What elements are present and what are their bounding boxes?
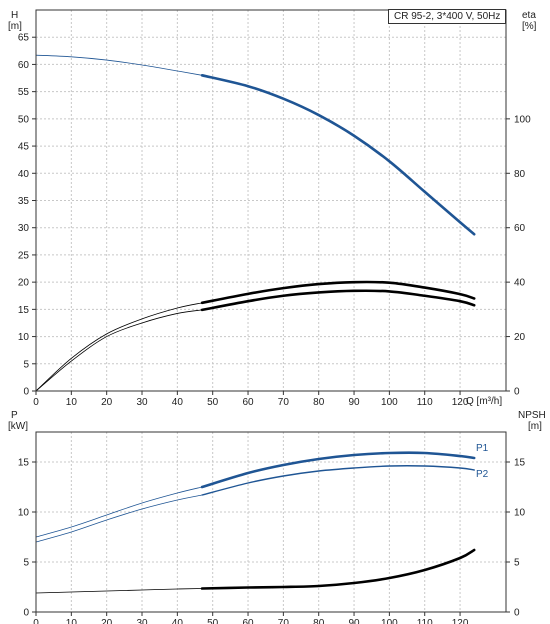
bottom-right-axis-label: NPSH — [518, 410, 546, 421]
curve-h — [200, 74, 476, 236]
left-tick-label: 20 — [18, 278, 30, 289]
curves — [35, 54, 476, 594]
x-tick-label: 110 — [417, 397, 433, 408]
x-tick-label: 90 — [348, 618, 360, 624]
right-tick-label: 10 — [514, 508, 526, 519]
left-tick-label: 5 — [23, 359, 29, 370]
right-tick-label: 0 — [514, 387, 520, 398]
series-label-p2: P2 — [476, 469, 489, 480]
bottom-left-axis-unit: [kW] — [8, 421, 28, 432]
x-tick-label: 20 — [101, 397, 113, 408]
curve-h — [35, 54, 203, 76]
curve-p2 — [35, 494, 203, 543]
right-tick-label: 20 — [514, 332, 526, 343]
x-tick-label: 10 — [66, 618, 78, 624]
bottom-left-axis-label: P — [11, 410, 18, 421]
x-tick-label: 30 — [136, 397, 148, 408]
right-tick-label: 15 — [514, 458, 526, 469]
top-panel-frame — [35, 9, 507, 392]
right-tick-label: 100 — [514, 114, 531, 125]
x-axis-label: Q [m³/h] — [466, 396, 503, 407]
left-tick-label: 60 — [18, 60, 30, 71]
curve-eta-2 — [35, 309, 203, 392]
series-label-p1: P1 — [476, 443, 489, 454]
x-tick-label: 40 — [172, 397, 184, 408]
right-tick-label: 80 — [514, 169, 526, 180]
x-tick-label: 100 — [381, 397, 398, 408]
x-tick-label: 120 — [452, 397, 469, 408]
curve-npsh — [35, 588, 203, 594]
bottom-panel-frame — [35, 431, 507, 613]
x-tick-label: 70 — [278, 397, 290, 408]
x-tick-label: 100 — [381, 618, 398, 624]
left-tick-label: 0 — [23, 387, 29, 398]
left-tick-label: 35 — [18, 196, 30, 207]
top-panel-grid — [32, 10, 510, 395]
curve-eta-1 — [35, 302, 203, 392]
x-tick-label: 0 — [33, 397, 39, 408]
left-tick-label: 40 — [18, 169, 30, 180]
left-tick-label: 50 — [18, 114, 30, 125]
curve-p2 — [201, 465, 475, 496]
x-tick-label: 30 — [136, 618, 148, 624]
x-tick-label: 80 — [313, 618, 325, 624]
left-tick-label: 15 — [18, 458, 30, 469]
x-tick-label: 70 — [278, 618, 290, 624]
curve-eta-2 — [200, 289, 476, 312]
x-tick-label: 90 — [348, 397, 360, 408]
left-tick-label: 15 — [18, 305, 30, 316]
left-tick-label: 55 — [18, 87, 30, 98]
chart-title: CR 95-2, 3*400 V, 50Hz — [388, 9, 507, 24]
right-tick-label: 0 — [514, 608, 520, 619]
x-tick-label: 120 — [452, 618, 469, 624]
curve-p1 — [35, 486, 203, 538]
curve-eta-1 — [200, 280, 476, 305]
x-tick-label: 110 — [417, 618, 433, 624]
x-tick-label: 60 — [242, 618, 254, 624]
right-tick-label: 5 — [514, 558, 520, 569]
curve-npsh — [200, 548, 476, 590]
top-left-axis-unit: [m] — [8, 21, 22, 32]
bottom-right-axis-unit: [m] — [528, 421, 542, 432]
x-tick-label: 50 — [207, 618, 219, 624]
x-tick-label: 10 — [66, 397, 78, 408]
x-tick-label: 50 — [207, 397, 219, 408]
top-right-axis-unit: [%] — [522, 21, 537, 32]
top-left-axis-label: H — [11, 10, 19, 21]
curve-p1 — [200, 451, 476, 489]
left-tick-label: 10 — [18, 508, 30, 519]
left-tick-label: 30 — [18, 223, 30, 234]
right-tick-label: 40 — [514, 278, 526, 289]
left-tick-label: 65 — [18, 33, 30, 44]
left-tick-label: 10 — [18, 332, 30, 343]
right-tick-label: 60 — [514, 223, 526, 234]
x-tick-label: 20 — [101, 618, 113, 624]
x-tick-label: 0 — [33, 618, 39, 624]
left-tick-label: 45 — [18, 142, 30, 153]
top-right-axis-label: eta — [522, 10, 536, 21]
x-tick-label: 40 — [172, 618, 184, 624]
left-tick-label: 25 — [18, 250, 30, 261]
left-tick-label: 0 — [23, 608, 29, 619]
left-tick-label: 5 — [23, 558, 29, 569]
x-tick-label: 60 — [242, 397, 254, 408]
x-tick-label: 80 — [313, 397, 325, 408]
